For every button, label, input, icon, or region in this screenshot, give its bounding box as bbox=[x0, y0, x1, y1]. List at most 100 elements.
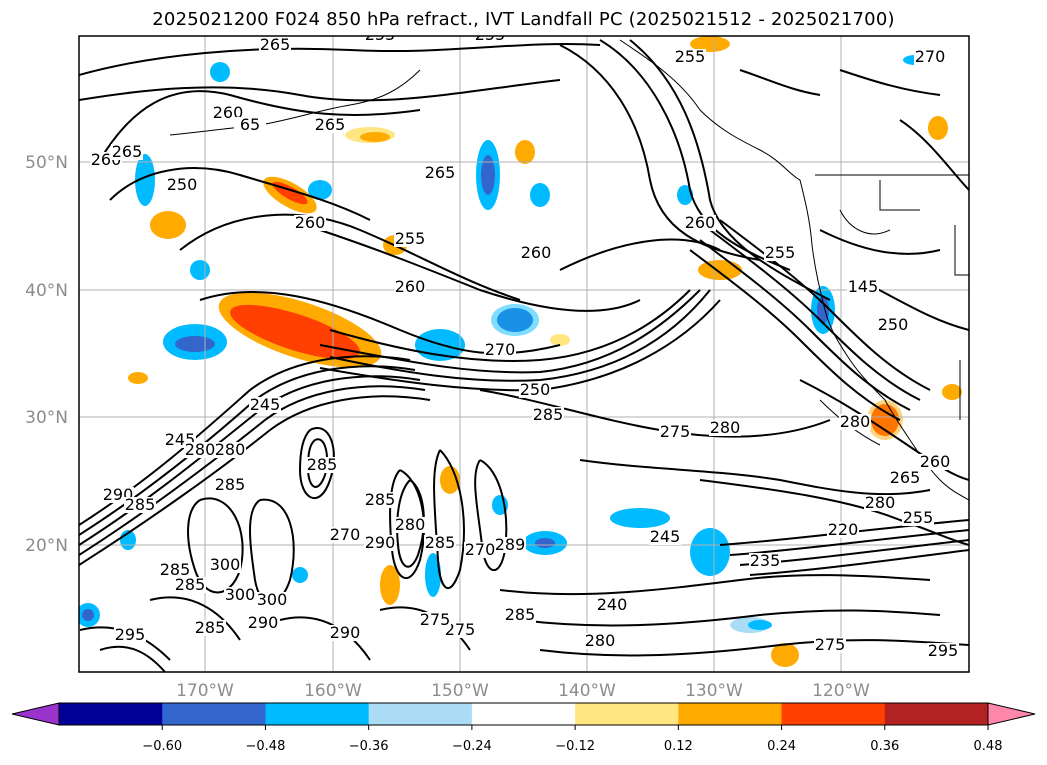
contour-label-bg bbox=[649, 529, 681, 545]
contour-label-bg bbox=[827, 522, 859, 538]
contour-label-bg bbox=[919, 454, 951, 470]
contour-label-bg bbox=[174, 577, 206, 593]
contour-label-bg bbox=[484, 342, 516, 358]
colorbar-frame bbox=[58, 702, 989, 726]
contour-label-bg bbox=[596, 597, 628, 613]
contour-label: 275 bbox=[420, 610, 451, 629]
contour-label-bg bbox=[444, 622, 476, 638]
contour-label-bg bbox=[124, 497, 156, 513]
contour-label: 260 bbox=[395, 277, 426, 296]
colorbar-tick-label: 0.12 bbox=[664, 739, 693, 754]
contour-label: 300 bbox=[210, 555, 241, 574]
contour-label-bg bbox=[864, 495, 896, 511]
contour-label-bg bbox=[394, 279, 426, 295]
colorbar-tick-label: −0.12 bbox=[555, 739, 595, 754]
contour-label: 300 bbox=[257, 590, 288, 609]
contour-label: 255 bbox=[675, 47, 706, 66]
contour-label: 280 bbox=[215, 440, 246, 459]
contour-label-bg bbox=[159, 562, 191, 578]
contour-label: 280 bbox=[585, 631, 616, 650]
contour-label: 285 bbox=[160, 560, 191, 579]
contour-label: 265 bbox=[315, 115, 346, 134]
contour-label-bg bbox=[114, 627, 146, 643]
colorbar-swatch bbox=[162, 703, 266, 725]
lon-label-120w: 120°W bbox=[812, 681, 870, 701]
contour-label-bg bbox=[419, 612, 451, 628]
contour-label: 290 bbox=[330, 623, 361, 642]
contour-label: 270 bbox=[485, 340, 516, 359]
contour-label-bg bbox=[224, 587, 256, 603]
contour-label-bg bbox=[902, 510, 934, 526]
figure-title: 2025021200 F024 850 hPa refract., IVT La… bbox=[152, 9, 895, 30]
lon-label-150w: 150°W bbox=[431, 681, 489, 701]
longitude-labels: 170°W 160°W 150°W 140°W 130°W 120°W bbox=[176, 681, 870, 701]
contour-label: 265 bbox=[112, 142, 143, 161]
colorbar-tick-label: 0.48 bbox=[974, 739, 1003, 754]
lon-label-140w: 140°W bbox=[558, 681, 616, 701]
colorbar-swatch bbox=[59, 703, 163, 725]
colorbar-tick-label: 0.24 bbox=[767, 739, 796, 754]
contour-label: 145 bbox=[848, 277, 879, 296]
lat-label-30n: 30°N bbox=[25, 408, 68, 428]
contour-label: 289 bbox=[495, 535, 526, 554]
contour-label-bg bbox=[214, 477, 246, 493]
colorbar-tick-label: −0.60 bbox=[142, 739, 182, 754]
lat-label-20n: 20°N bbox=[25, 536, 68, 556]
contour-label-bg bbox=[424, 535, 456, 551]
contour-label: 260 bbox=[920, 452, 951, 471]
contour-label: 220 bbox=[828, 520, 859, 539]
contour-label-bg bbox=[709, 420, 741, 436]
contour-label: 285 bbox=[505, 605, 536, 624]
contour-label: 300 bbox=[225, 585, 256, 604]
contour-label: 285 bbox=[125, 495, 156, 514]
contour-label: 280 bbox=[395, 515, 426, 534]
contour-label-bg bbox=[306, 457, 338, 473]
contour-label-bg bbox=[111, 144, 143, 160]
colorbar-tick-label: −0.48 bbox=[246, 739, 286, 754]
contour-label: 255 bbox=[475, 25, 506, 44]
colorbar-swatch bbox=[575, 703, 679, 725]
contour-label-bg bbox=[914, 49, 946, 65]
contour-label: 265 bbox=[260, 35, 291, 54]
contour-label-bg bbox=[256, 592, 288, 608]
contour-label-bg bbox=[209, 557, 241, 573]
colorbar-right-extend bbox=[987, 702, 1036, 726]
contour-label-bg bbox=[674, 49, 706, 65]
contour-label: 260 bbox=[295, 213, 326, 232]
contour-label-bg bbox=[847, 279, 879, 295]
contour-label: 285 bbox=[425, 533, 456, 552]
contour-label-bg bbox=[249, 397, 281, 413]
colorbar-swatch bbox=[781, 703, 886, 725]
lon-label-130w: 130°W bbox=[685, 681, 743, 701]
colorbar-left-extend bbox=[11, 702, 60, 726]
contour-label: 235 bbox=[750, 551, 781, 570]
contour-label: 255 bbox=[765, 243, 796, 262]
contour-label: 255 bbox=[395, 229, 426, 248]
contour-label: 290 bbox=[365, 533, 396, 552]
contour-label-bg bbox=[234, 117, 266, 133]
contour-label-bg bbox=[659, 424, 691, 440]
contour-label-bg bbox=[194, 620, 226, 636]
contour-label: 285 bbox=[533, 405, 564, 424]
contour-label-bg bbox=[584, 633, 616, 649]
contour-label-bg bbox=[814, 637, 846, 653]
contour-label: 265 bbox=[890, 468, 921, 487]
contour-label-bg bbox=[889, 470, 921, 486]
colorbar-swatch bbox=[884, 703, 989, 725]
contour-label: 285 bbox=[365, 490, 396, 509]
contour-label: 275 bbox=[445, 620, 476, 639]
colorbar-swatch bbox=[471, 703, 576, 725]
contour-label: 255 bbox=[903, 508, 934, 527]
contour-label: 290 bbox=[248, 613, 279, 632]
contour-label: 240 bbox=[597, 595, 628, 614]
contour-label: 250 bbox=[520, 380, 551, 399]
contour-label: 270 bbox=[465, 540, 496, 559]
contour-label-bg bbox=[749, 553, 781, 569]
contour-label-bg bbox=[877, 317, 909, 333]
contour-label-bg bbox=[364, 36, 396, 43]
contour-label-bg bbox=[259, 37, 291, 53]
contour-label: 250 bbox=[878, 315, 909, 334]
contour-label-bg bbox=[520, 245, 552, 261]
contour-label: 245 bbox=[650, 527, 681, 546]
